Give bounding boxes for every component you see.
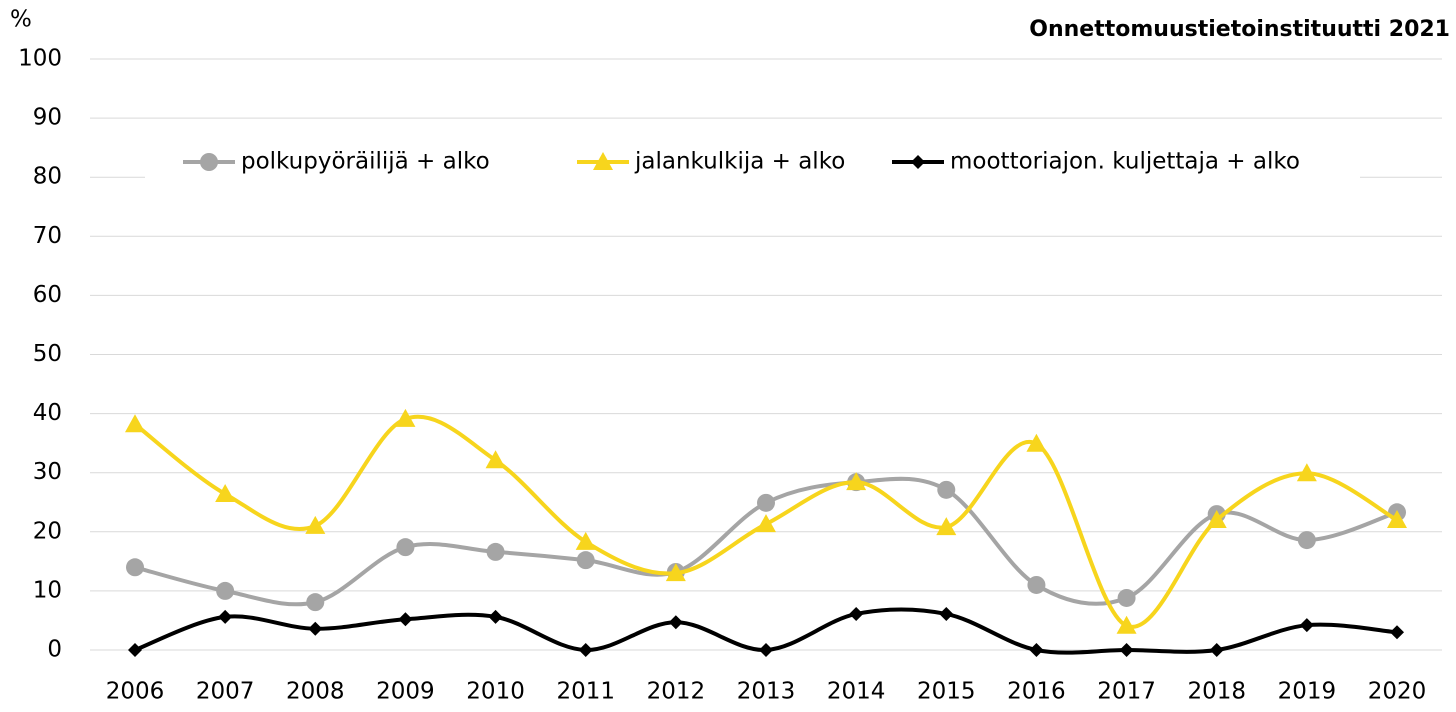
x-tick-label: 2017 xyxy=(1097,679,1156,705)
data-point xyxy=(576,551,595,570)
x-tick-label: 2015 xyxy=(917,679,976,705)
source-label: Onnettomuustietoinstituutti 2021 xyxy=(1029,17,1450,42)
y-tick-label: 90 xyxy=(33,105,62,131)
data-point xyxy=(1027,575,1046,594)
data-point xyxy=(1206,509,1227,528)
data-point xyxy=(488,609,503,624)
data-point xyxy=(849,606,864,621)
y-tick-label: 20 xyxy=(33,518,62,544)
x-tick-label: 2011 xyxy=(556,679,615,705)
legend-label: polkupyöräilijä + alko xyxy=(241,149,490,175)
data-point xyxy=(939,606,954,621)
data-point xyxy=(485,450,506,469)
x-tick-label: 2006 xyxy=(106,679,165,705)
y-tick-label: 50 xyxy=(33,341,62,367)
data-point xyxy=(1029,643,1044,657)
data-point xyxy=(125,414,145,433)
x-tick-label: 2009 xyxy=(376,679,435,705)
x-tick-label: 2019 xyxy=(1278,679,1337,705)
data-point xyxy=(578,643,593,657)
legend-marker xyxy=(200,153,218,171)
data-point xyxy=(126,558,144,577)
data-point xyxy=(575,531,596,550)
data-point xyxy=(218,609,233,624)
data-point xyxy=(216,581,235,600)
data-point xyxy=(1390,625,1404,640)
data-point xyxy=(1026,433,1047,452)
x-tick-label: 2007 xyxy=(196,679,255,705)
data-point xyxy=(1296,463,1317,482)
y-tick-label: 70 xyxy=(33,223,62,249)
data-point xyxy=(1297,531,1316,550)
x-tick-label: 2010 xyxy=(466,679,525,705)
y-tick-label: 60 xyxy=(33,282,62,308)
x-tick-label: 2013 xyxy=(737,679,796,705)
data-point xyxy=(396,538,415,557)
data-point xyxy=(757,493,775,512)
data-point xyxy=(398,612,413,627)
legend-marker xyxy=(593,152,613,170)
data-point xyxy=(936,517,957,536)
data-point xyxy=(759,643,773,657)
x-tick-label: 2016 xyxy=(1007,679,1066,705)
data-point xyxy=(937,480,956,499)
legend-label: moottoriajon. kuljettaja + alko xyxy=(950,149,1300,175)
legend-background xyxy=(145,135,1360,190)
data-point xyxy=(308,621,323,636)
x-tick-label: 2020 xyxy=(1368,679,1427,705)
series-line xyxy=(133,414,1398,629)
data-point xyxy=(306,593,325,612)
y-tick-label: 30 xyxy=(33,459,62,485)
data-point xyxy=(1209,643,1224,657)
data-point xyxy=(668,615,683,630)
y-tick-label: 0 xyxy=(47,637,62,663)
y-tick-label: 100 xyxy=(18,46,62,72)
data-point xyxy=(1299,618,1314,633)
x-tick-label: 2012 xyxy=(647,679,706,705)
data-point xyxy=(305,515,326,534)
data-point xyxy=(486,542,505,561)
y-tick-label: 80 xyxy=(33,164,62,190)
data-point xyxy=(665,563,686,582)
x-tick-label: 2014 xyxy=(827,679,886,705)
data-point xyxy=(1116,615,1137,634)
legend-marker xyxy=(911,155,925,169)
x-tick-label: 2008 xyxy=(286,679,345,705)
y-tick-label: 10 xyxy=(33,577,62,603)
data-point xyxy=(846,472,867,491)
data-point xyxy=(128,643,142,657)
data-point xyxy=(1387,509,1407,528)
data-point xyxy=(1117,588,1136,607)
data-point xyxy=(756,514,776,533)
unit-label: % xyxy=(10,7,32,33)
legend-label: jalankulkija + alko xyxy=(634,149,845,175)
y-tick-label: 40 xyxy=(33,400,62,426)
data-point xyxy=(1119,643,1134,657)
x-tick-label: 2018 xyxy=(1187,679,1246,705)
data-point xyxy=(395,408,416,427)
data-point xyxy=(215,483,236,502)
